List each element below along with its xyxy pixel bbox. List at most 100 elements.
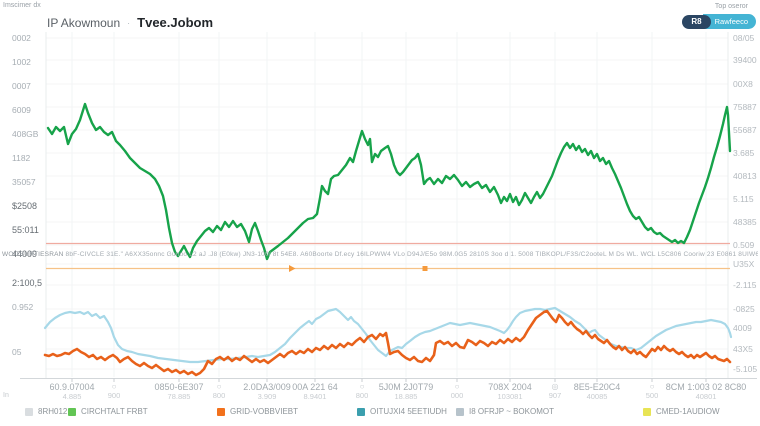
breadcrumb-separator: · (127, 17, 131, 28)
breadcrumb: IP Akowmoun · Tvee.Jobom (47, 15, 213, 30)
series-line-grid-vobbviebt (43, 309, 732, 377)
right-axis-tick: U35X (733, 259, 755, 269)
x-axis-subtick: 800 (212, 391, 226, 401)
x-axis-subtick: 18.885 (394, 392, 418, 402)
x-axis-subtick: 3.909 (257, 392, 277, 402)
x-axis-subtick: 800 (355, 391, 369, 401)
x-axis-item: 708X 2004 103081 (488, 382, 532, 402)
x-axis-item: 8E5-E20C4 40085 (574, 382, 621, 402)
right-axis-tick: 43X5 (733, 344, 753, 354)
chart-legend: 8RH012 CIRCHTALT FRBT GRID-VOBBVIEBT OITUJX… (0, 407, 760, 423)
corner-note: In (3, 392, 9, 399)
legend-label: CIRCHTALT FRBT (81, 407, 148, 416)
legend-item[interactable]: CIRCHTALT FRBT (68, 407, 148, 416)
right-axis-tick: -5.105 (733, 364, 758, 374)
toggle-option-right[interactable]: Rawfeeco (702, 14, 756, 29)
x-axis-tick: 8CM 1:003 02 8C80 (665, 382, 747, 392)
right-axis-tick: 08/05 (733, 33, 755, 43)
x-axis-subtick: 40801 (695, 392, 717, 402)
x-axis-subtick: 500 (645, 391, 659, 401)
annotation-arrow-marker (289, 265, 296, 272)
legend-swatch (357, 407, 365, 416)
annotation-body: 8bF-CIVCLE 31E." A6XX35onnc Gunoo L2 aJ … (65, 251, 758, 258)
left-axis-tick: 44009 (12, 249, 38, 259)
x-axis-tick: 60.9.07004 (49, 382, 95, 392)
left-axis-tick: 1002 (12, 57, 31, 67)
annotation-text: WOITBURTIESRAN 8bF-CIVCLE 31E." A6XX35on… (2, 251, 758, 258)
x-axis-item: 60.9.07004 4.885 (49, 382, 94, 402)
x-axis-item: 0850-6E307 78.885 (154, 382, 203, 402)
x-axis-tick: 0850-6E307 (154, 382, 204, 392)
view-toggle: R8 Rawfeeco (682, 13, 756, 30)
right-axis-tick: 5.115 (733, 194, 754, 204)
annotation-prefix: WOITBURTIESRAN (2, 251, 64, 258)
left-axis-tick: $2508 (12, 201, 38, 211)
legend-label: GRID-VOBBVIEBT (230, 407, 299, 416)
right-axis-tick: 55687 (733, 125, 757, 135)
right-axis-tick: 75887 (733, 102, 757, 112)
right-axis-tick: -2.115 (733, 280, 757, 290)
series-line-circhtalt-frbt (46, 102, 732, 261)
x-axis-tick: 2.0DA3/009 (243, 382, 291, 392)
x-axis-item: ○ 000 (451, 382, 464, 401)
left-axis-tick: 0007 (12, 81, 31, 91)
series-line-oitujxi4-5eetiudh (43, 306, 733, 364)
legend-swatch (68, 407, 76, 416)
x-axis-subtick: 907 (548, 391, 562, 401)
x-axis-subtick: 4.885 (62, 392, 82, 402)
x-axis-item: 00A 221 64 8.9401 (292, 382, 338, 402)
right-axis-tick: 39400 (733, 55, 757, 65)
left-axis-tick: 1182 (12, 153, 31, 163)
x-axis-item: ◎ 907 (549, 382, 562, 401)
legend-swatch (456, 407, 464, 416)
right-axis-tick: 4009 (733, 323, 752, 333)
legend-item[interactable]: OITUJXI4 5EETIUDH (357, 407, 447, 416)
left-axis-tick: 2:100,5 (12, 278, 43, 288)
legend-item[interactable]: GRID-VOBBVIEBT (217, 407, 298, 416)
x-axis-circle-marker: ○ (216, 382, 222, 391)
left-axis-tick: 0.952 (12, 302, 34, 312)
legend-swatch (25, 407, 33, 416)
annotation-square-marker (422, 266, 428, 271)
legend-item[interactable]: 8RH012 (25, 407, 67, 416)
legend-label: I8 OFRJP ~ BOKOMOT (469, 407, 554, 416)
x-axis-circle-marker: ○ (454, 382, 460, 391)
page-title: Tvee.Jobom (137, 15, 214, 30)
x-axis-item: ○ 800 (356, 382, 369, 401)
x-axis-circle-marker: ○ (111, 382, 117, 391)
x-axis-circle-marker: ○ (359, 382, 365, 391)
left-axis-tick: 0002 (12, 33, 31, 43)
x-axis-subtick: 78.885 (167, 392, 191, 402)
x-axis-subtick: 900 (107, 391, 121, 401)
x-axis-circle-marker: ◎ (551, 382, 559, 391)
left-axis-tick: 55:011 (12, 225, 39, 235)
x-axis-item: ○ 800 (213, 382, 226, 401)
x-axis-subtick: 103081 (497, 392, 523, 402)
left-axis-tick: 408GB (12, 129, 39, 139)
legend-label: CMED-1AUDIOW (656, 407, 720, 416)
right-axis-tick: -0825 (733, 304, 755, 314)
left-axis-tick: 6009 (12, 105, 31, 115)
legend-item[interactable]: CMED-1AUDIOW (643, 407, 720, 416)
legend-label: OITUJXI4 5EETIUDH (370, 407, 447, 416)
toggle-option-left[interactable]: R8 (682, 14, 711, 29)
breadcrumb-item[interactable]: IP Akowmoun (47, 15, 121, 30)
top-right-caption: Top oseror (714, 3, 748, 10)
x-axis-circle-marker: ○ (649, 382, 655, 391)
x-axis-subtick: 8.9401 (303, 392, 327, 402)
x-axis-subtick: 40085 (586, 392, 608, 402)
right-axis-tick: 3.685 (733, 148, 755, 158)
legend-item[interactable]: I8 OFRJP ~ BOKOMOT (456, 407, 554, 416)
x-axis-item: ○ 500 (646, 382, 659, 401)
x-axis-tick: 708X 2004 (488, 382, 532, 392)
left-axis-tick: 35057 (12, 177, 36, 187)
x-axis-tick: 00A 221 64 (292, 382, 338, 392)
right-axis-tick: 0.509 (733, 240, 755, 250)
x-axis-subtick: 000 (450, 391, 464, 401)
legend-swatch (217, 407, 225, 416)
x-axis-item: 5J0M 2J0T79 18.885 (379, 382, 434, 402)
legend-swatch (643, 407, 651, 416)
x-axis-item: 8CM 1:003 02 8C80 40801 (666, 382, 747, 402)
